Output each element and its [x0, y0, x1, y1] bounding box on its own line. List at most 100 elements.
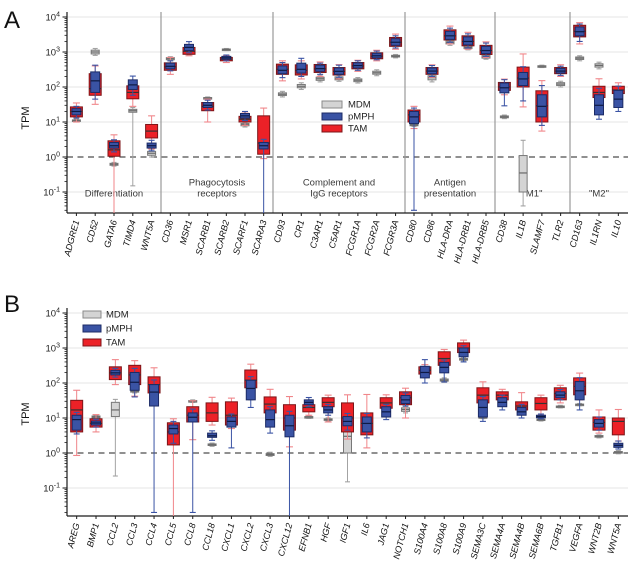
box-CD38-MDM	[499, 114, 509, 120]
box-EFNB1-MDM	[304, 415, 314, 419]
box-CD93-pMPH	[277, 61, 288, 79]
box-S100A8-pMPH	[439, 359, 450, 383]
gene-label-NOTCH1: NOTCH1	[391, 522, 410, 560]
box-CD86-pMPH	[427, 65, 437, 78]
gene-label-HLA-DRB1: HLA-DRB1	[452, 219, 473, 265]
box-EFNB1-pMPH	[303, 396, 314, 408]
legend-label-TAM: TAM	[348, 124, 367, 135]
box-S100A4-pMPH	[419, 359, 430, 384]
box-TIMD4-pMPH	[127, 75, 138, 96]
box-SCARB2-pMPH	[221, 54, 232, 62]
category-label: presentation	[424, 189, 476, 200]
box-FCGR3A-MDM	[391, 53, 401, 59]
y-tick-label: 103	[46, 343, 61, 355]
box-CCL8-pMPH	[187, 408, 198, 514]
box-SEMA6B-pMPH	[535, 413, 546, 420]
box-CD38-pMPH	[499, 79, 510, 107]
legend-label-pMPH: pMPH	[348, 112, 375, 123]
gene-label-FCGR2A: FCGR2A	[363, 219, 382, 257]
y-tick-label: 102	[46, 378, 61, 390]
gene-label-HLA-DRB5: HLA-DRB5	[470, 218, 491, 265]
box-WNT2B-pMPH	[593, 416, 604, 431]
box-body	[518, 155, 528, 193]
box-WNT2B-MDM	[594, 434, 604, 439]
panel-letter-A: A	[4, 7, 20, 34]
box-CD36-pMPH	[165, 60, 176, 72]
box-JAG1-pMPH	[381, 403, 392, 421]
gene-label-CCL4: CCL4	[143, 522, 159, 547]
box-WNT5A-TAM	[611, 408, 625, 442]
box-SCARA3-pMPH	[258, 138, 269, 213]
gene-label-SCARA3: SCARA3	[250, 219, 269, 256]
box-C3AR1-pMPH	[315, 62, 326, 75]
box-TLR2-pMPH	[555, 65, 566, 76]
gene-label-IL6: IL6	[359, 522, 372, 537]
box-CCL2-pMPH	[110, 367, 121, 378]
box-CD163-pMPH	[574, 23, 585, 43]
gene-label-SCARF1: SCARF1	[231, 219, 250, 256]
box-SLAMF7-pMPH	[536, 85, 547, 126]
box-IL6-pMPH	[361, 412, 372, 439]
legend-panel-B: MDM pMPH TAM	[82, 310, 133, 349]
gene-label-TGFB1: TGFB1	[548, 522, 565, 553]
category-label: IgG receptors	[310, 189, 368, 200]
y-tick-label: 104	[46, 12, 61, 24]
gene-label-VEGFA: VEGFA	[567, 522, 584, 553]
box-WNT5A-pMPH	[146, 139, 157, 152]
box-SLAMF7-MDM	[537, 64, 547, 69]
gene-label-CCL2: CCL2	[105, 522, 121, 547]
box-HLA-DRB5-pMPH	[481, 42, 491, 57]
gene-label-MSR1: MSR1	[178, 219, 194, 246]
legend-swatch-MDM	[321, 100, 343, 109]
box-IL1RN-pMPH	[594, 87, 604, 120]
gene-label-HLA-DRA: HLA-DRA	[435, 219, 455, 260]
gene-label-TIMD4: TIMD4	[121, 219, 138, 248]
box-CR1-pMPH	[296, 57, 307, 78]
box-FCGR1A-MDM	[353, 77, 363, 84]
gene-label-C5AR1: C5AR1	[327, 219, 344, 250]
gene-label-TLR2: TLR2	[550, 219, 565, 243]
box-CR1-MDM	[296, 82, 306, 91]
gene-label-CD80: CD80	[403, 219, 419, 244]
gene-label-SEMA3C: SEMA3C	[469, 521, 488, 560]
box-body	[205, 402, 219, 422]
box-MSR1-pMPH	[184, 41, 194, 54]
gene-label-CD38: CD38	[494, 219, 510, 244]
gene-label-CXCL2: CXCL2	[239, 522, 256, 553]
gene-label-CD163: CD163	[568, 219, 585, 249]
category-label: Complement and	[303, 178, 375, 189]
gene-label-SLAMF7: SLAMF7	[528, 218, 547, 255]
gene-label-CCL5: CCL5	[163, 521, 179, 547]
legend-swatch-pMPH	[82, 324, 102, 333]
box-HLA-DRB1-pMPH	[463, 33, 473, 49]
gene-label-CCL3: CCL3	[124, 522, 140, 547]
box-GATA6-pMPH	[109, 139, 119, 153]
y-tick-label: 102	[46, 82, 61, 94]
gene-label-S100A4: S100A4	[412, 522, 430, 556]
gene-label-CR1: CR1	[292, 219, 306, 239]
gene-label-JAG1: JAG1	[375, 522, 391, 547]
y-tick-label: 100	[46, 152, 61, 164]
box-CD52-pMPH	[90, 64, 101, 100]
box-CXCL1-pMPH	[226, 413, 237, 449]
category-label: Antigen	[434, 178, 466, 189]
legend-label-TAM: TAM	[106, 338, 125, 349]
gene-label-S100A8: S100A8	[431, 522, 449, 556]
gene-label-WNT5A: WNT5A	[139, 219, 157, 252]
box-CD52-MDM	[90, 47, 100, 56]
gene-label-BMP1: BMP1	[85, 522, 101, 548]
gene-label-CCL8: CCL8	[182, 522, 198, 547]
box-CXCL2-pMPH	[245, 376, 256, 409]
box-SCARB2-MDM	[221, 47, 231, 52]
y-axis-title: TPM	[20, 402, 32, 425]
box-CXCL12-pMPH	[284, 410, 295, 516]
box-WNT5A-MDM	[613, 449, 623, 455]
box-NOTCH1-pMPH	[400, 392, 411, 407]
box-VEGFA-pMPH	[574, 377, 585, 411]
box-FCGR2A-pMPH	[371, 50, 382, 61]
gene-label-CD52: CD52	[85, 219, 101, 244]
box-CCL2-MDM	[110, 398, 120, 477]
legend-label-pMPH: pMPH	[106, 324, 133, 335]
category-label: "M2"	[589, 189, 609, 200]
